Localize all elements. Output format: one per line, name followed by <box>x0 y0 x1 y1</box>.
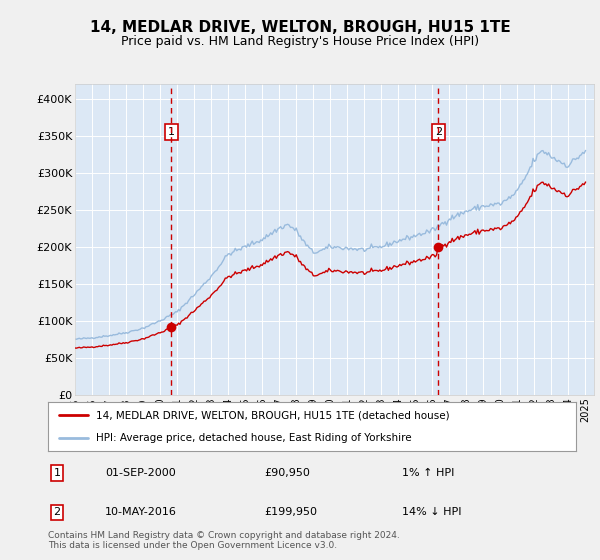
Text: Contains HM Land Registry data © Crown copyright and database right 2024.
This d: Contains HM Land Registry data © Crown c… <box>48 530 400 550</box>
Text: 10-MAY-2016: 10-MAY-2016 <box>105 507 177 517</box>
Text: Price paid vs. HM Land Registry's House Price Index (HPI): Price paid vs. HM Land Registry's House … <box>121 35 479 48</box>
Text: 1: 1 <box>53 468 61 478</box>
Text: HPI: Average price, detached house, East Riding of Yorkshire: HPI: Average price, detached house, East… <box>95 433 411 444</box>
Text: 1: 1 <box>168 127 175 137</box>
Text: 2: 2 <box>53 507 61 517</box>
Text: 14, MEDLAR DRIVE, WELTON, BROUGH, HU15 1TE: 14, MEDLAR DRIVE, WELTON, BROUGH, HU15 1… <box>89 20 511 35</box>
Text: 14% ↓ HPI: 14% ↓ HPI <box>402 507 461 517</box>
Text: 14, MEDLAR DRIVE, WELTON, BROUGH, HU15 1TE (detached house): 14, MEDLAR DRIVE, WELTON, BROUGH, HU15 1… <box>95 410 449 421</box>
Text: 2: 2 <box>435 127 442 137</box>
Text: £90,950: £90,950 <box>264 468 310 478</box>
Text: 01-SEP-2000: 01-SEP-2000 <box>105 468 176 478</box>
Text: 1% ↑ HPI: 1% ↑ HPI <box>402 468 454 478</box>
Text: £199,950: £199,950 <box>264 507 317 517</box>
